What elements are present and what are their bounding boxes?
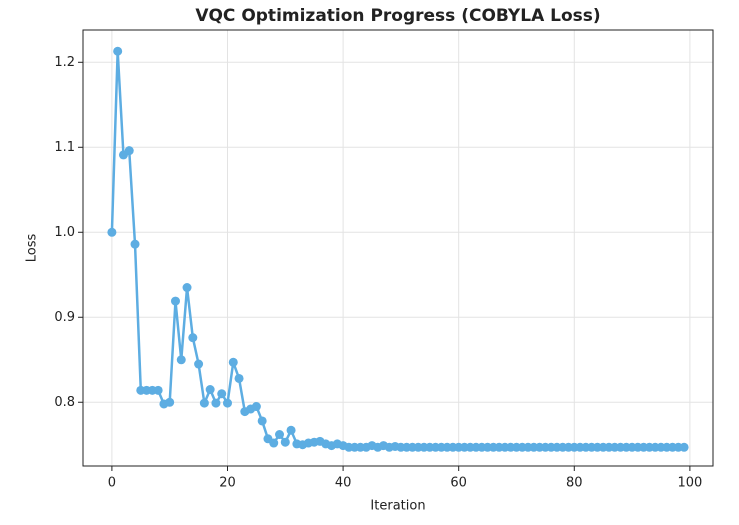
x-tick-label: 80	[566, 476, 583, 491]
point	[107, 227, 117, 237]
point	[170, 296, 180, 306]
point	[205, 385, 215, 395]
point	[251, 402, 261, 412]
point	[228, 357, 238, 367]
y-tick-label: 1.1	[54, 140, 75, 155]
x-tick-label: 40	[335, 476, 352, 491]
x-tick-label: 0	[108, 476, 116, 491]
point	[211, 398, 221, 408]
line	[110, 49, 685, 449]
point	[234, 373, 244, 383]
point	[199, 398, 209, 408]
x-axis-label: Iteration	[370, 499, 425, 514]
point	[113, 46, 123, 56]
point	[182, 283, 192, 293]
point	[176, 355, 186, 365]
point	[130, 239, 140, 249]
y-tick-label: 0.9	[54, 310, 75, 325]
point	[280, 437, 290, 447]
point	[269, 438, 279, 448]
point	[124, 146, 134, 156]
x-tick-label: 100	[677, 476, 702, 491]
point	[188, 333, 198, 343]
y-tick-label: 1.2	[54, 55, 75, 70]
point	[194, 359, 204, 369]
y-tick-label: 1.0	[54, 225, 75, 240]
point	[217, 389, 227, 399]
point	[222, 398, 232, 408]
point	[286, 425, 296, 435]
x-tick-label: 20	[219, 476, 236, 491]
point	[257, 416, 267, 426]
point	[275, 430, 285, 440]
y-axis-label: Loss	[25, 234, 40, 263]
point	[153, 385, 163, 395]
y-tick-label: 0.8	[54, 395, 75, 410]
x-tick-label: 60	[450, 476, 467, 491]
plot-frame	[82, 29, 714, 467]
point	[679, 442, 689, 452]
chart-title: VQC Optimization Progress (COBYLA Loss)	[195, 6, 600, 26]
point	[165, 397, 175, 407]
